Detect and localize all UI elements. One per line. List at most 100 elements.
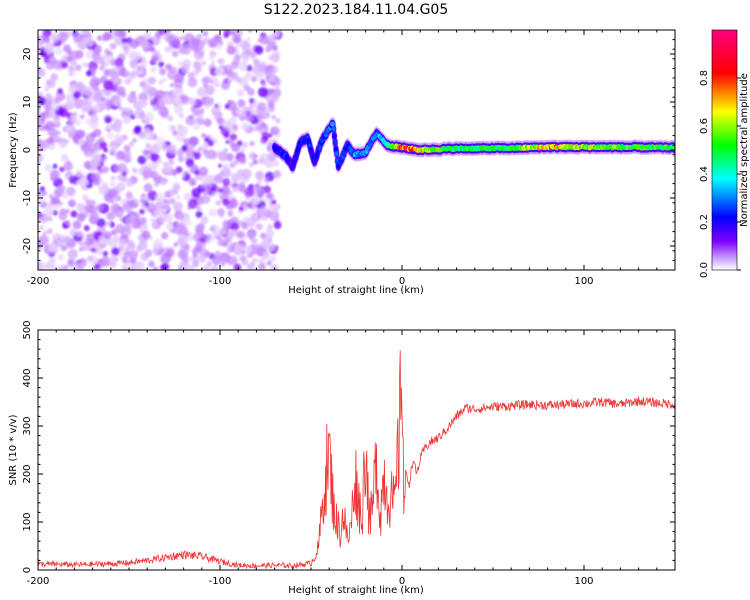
noise-speckle: [191, 181, 196, 186]
x-tick-label: 100: [574, 576, 593, 587]
noise-speckle: [91, 247, 96, 253]
noise-speckle: [242, 141, 249, 149]
noise-speckle: [62, 224, 67, 229]
noise-speckle: [237, 249, 242, 254]
noise-speckle: [230, 61, 239, 70]
noise-speckle: [193, 152, 201, 160]
noise-speckle: [111, 97, 121, 107]
colorbar-frame: [711, 29, 738, 271]
noise-speckle: [155, 192, 166, 203]
noise-speckle: [115, 182, 126, 192]
noise-speckle: [122, 115, 132, 125]
noise-speckle: [223, 132, 230, 139]
noise-speckle: [46, 202, 53, 208]
noise-speckle: [72, 91, 81, 99]
noise-speckle: [192, 260, 200, 268]
noise-speckle: [45, 78, 56, 89]
noise-speckle: [67, 199, 77, 208]
noise-speckle: [275, 84, 281, 90]
noise-speckle: [38, 235, 49, 246]
noise-speckle: [159, 68, 167, 76]
y-tick-label: 0: [22, 567, 33, 573]
noise-speckle: [92, 77, 98, 83]
noise-speckle: [238, 157, 246, 165]
noise-speckle: [181, 64, 190, 73]
noise-speckle: [140, 40, 150, 49]
noise-speckle: [150, 55, 158, 63]
noise-speckle: [187, 77, 198, 88]
noise-speckle: [191, 38, 201, 47]
noise-speckle: [38, 139, 45, 149]
noise-speckle: [113, 37, 118, 42]
noise-speckle: [231, 33, 242, 44]
ridge-core: [315, 152, 320, 158]
noise-speckle: [138, 132, 146, 140]
noise-speckle: [161, 77, 167, 82]
noise-speckle: [89, 113, 99, 123]
noise-speckle: [159, 202, 170, 212]
noise-speckle: [218, 124, 224, 130]
noise-speckle: [211, 191, 217, 196]
noise-speckle: [205, 238, 211, 244]
noise-speckle: [91, 172, 101, 183]
noise-speckle: [53, 97, 61, 104]
noise-speckle: [109, 149, 116, 156]
noise-speckle: [89, 159, 98, 168]
noise-speckle: [248, 50, 257, 59]
noise-speckle: [190, 76, 195, 82]
noise-speckle: [139, 217, 147, 225]
noise-speckle: [217, 208, 225, 216]
noise-speckle: [252, 159, 258, 165]
noise-speckle: [259, 35, 270, 45]
noise-speckle: [208, 37, 219, 48]
noise-speckle: [51, 196, 60, 205]
x-tick-label: -200: [27, 576, 50, 587]
noise-speckle: [75, 169, 84, 178]
noise-speckle: [249, 98, 255, 104]
noise-speckle: [215, 200, 221, 206]
noise-speckle: [92, 128, 102, 138]
noise-speckle: [218, 151, 228, 162]
noise-speckle: [104, 48, 111, 55]
noise-speckle: [132, 138, 137, 143]
noise-speckle: [100, 256, 111, 267]
noise-speckle: [152, 239, 164, 250]
noise-speckle: [60, 244, 68, 252]
ridge-core: [294, 154, 299, 160]
noise-speckle: [267, 64, 274, 70]
noise-speckle: [183, 217, 192, 227]
noise-speckle: [168, 197, 176, 205]
noise-speckle: [79, 114, 85, 120]
noise-speckle: [84, 37, 94, 47]
noise-speckle: [197, 113, 204, 119]
noise-speckle: [239, 220, 245, 227]
noise-speckle: [125, 106, 131, 113]
y-tick-label: 10: [22, 96, 33, 109]
noise-speckle: [268, 75, 275, 83]
noise-speckle: [217, 239, 225, 247]
bottom-plot-background: [38, 330, 675, 570]
noise-speckle: [242, 55, 250, 63]
noise-speckle: [181, 173, 186, 178]
noise-speckle: [180, 44, 191, 55]
noise-speckle: [106, 221, 112, 227]
noise-speckle: [93, 86, 100, 92]
noise-speckle: [124, 78, 130, 85]
noise-speckle: [201, 183, 207, 189]
noise-speckle: [47, 137, 55, 144]
noise-speckle: [61, 61, 69, 69]
noise-speckle: [59, 166, 65, 172]
noise-speckle: [111, 247, 120, 256]
noise-speckle: [103, 231, 112, 240]
noise-speckle: [80, 261, 87, 268]
noise-speckle: [115, 156, 120, 161]
noise-speckle: [189, 136, 199, 146]
noise-speckle: [89, 215, 99, 225]
noise-speckle: [261, 81, 267, 87]
noise-speckle: [183, 259, 189, 265]
noise-speckle: [272, 45, 278, 52]
noise-speckle: [246, 36, 252, 42]
noise-speckle: [236, 230, 245, 239]
noise-speckle: [85, 133, 96, 144]
noise-speckle: [211, 266, 217, 270]
